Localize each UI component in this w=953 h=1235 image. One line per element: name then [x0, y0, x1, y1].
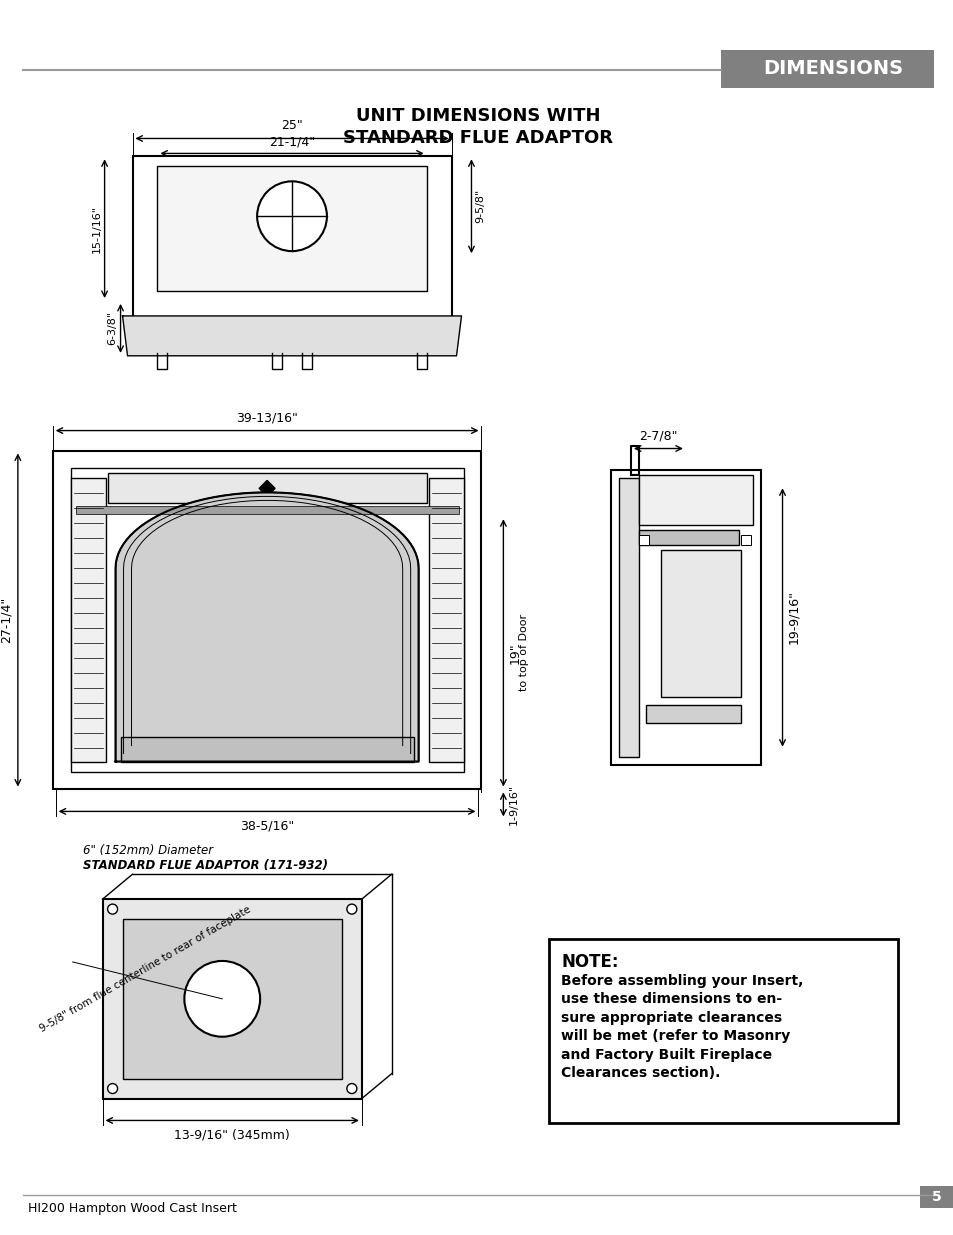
Bar — [120, 736, 414, 762]
FancyBboxPatch shape — [720, 49, 933, 88]
Text: 19-9/16": 19-9/16" — [786, 590, 800, 645]
Bar — [645, 705, 740, 722]
Text: 6-3/8": 6-3/8" — [108, 311, 117, 346]
Circle shape — [347, 1083, 356, 1093]
Bar — [122, 919, 341, 1078]
Bar — [740, 535, 750, 545]
Text: 6" (152mm) Diameter: 6" (152mm) Diameter — [83, 845, 213, 857]
Text: 1-9/16": 1-9/16" — [508, 784, 517, 825]
Circle shape — [108, 1083, 117, 1093]
Text: DIMENSIONS: DIMENSIONS — [762, 59, 902, 78]
Bar — [108, 473, 426, 504]
Bar — [157, 167, 426, 291]
Bar — [52, 451, 481, 789]
Bar — [660, 551, 740, 697]
Text: 15-1/16": 15-1/16" — [91, 205, 102, 253]
Circle shape — [347, 904, 356, 914]
Text: UNIT DIMENSIONS WITH
STANDARD FLUE ADAPTOR: UNIT DIMENSIONS WITH STANDARD FLUE ADAPT… — [343, 106, 613, 147]
Bar — [549, 939, 897, 1124]
Bar — [132, 157, 451, 331]
Text: 25": 25" — [281, 120, 303, 132]
Text: to top of Door: to top of Door — [518, 614, 529, 692]
Text: 9-5/8" from flue centerline to rear of faceplate: 9-5/8" from flue centerline to rear of f… — [38, 904, 253, 1034]
Text: 13-9/16" (345mm): 13-9/16" (345mm) — [174, 1129, 290, 1141]
Bar — [71, 478, 106, 762]
Bar — [103, 899, 361, 1098]
Text: STANDARD FLUE ADAPTOR (171-932): STANDARD FLUE ADAPTOR (171-932) — [83, 860, 327, 872]
Bar — [71, 468, 463, 772]
Text: NOTE:: NOTE: — [560, 953, 618, 971]
Text: 9-5/8": 9-5/8" — [475, 189, 485, 224]
Bar — [611, 471, 760, 764]
Circle shape — [184, 961, 260, 1036]
Text: 39-13/16": 39-13/16" — [236, 411, 297, 425]
Polygon shape — [259, 480, 274, 496]
Text: HI200 Hampton Wood Cast Insert: HI200 Hampton Wood Cast Insert — [28, 1202, 236, 1215]
Bar — [428, 478, 463, 762]
Bar — [618, 478, 639, 757]
Bar — [919, 1187, 953, 1208]
Text: 21-1/4": 21-1/4" — [269, 136, 314, 148]
Polygon shape — [115, 493, 418, 762]
Polygon shape — [122, 316, 461, 356]
Bar — [639, 535, 648, 545]
Text: 19": 19" — [508, 642, 521, 663]
Text: Before assembling your Insert,
use these dimensions to en-
sure appropriate clea: Before assembling your Insert, use these… — [560, 974, 802, 1079]
Text: 2-7/8": 2-7/8" — [639, 430, 677, 442]
Text: 5: 5 — [931, 1191, 941, 1204]
Circle shape — [257, 182, 327, 251]
Bar — [639, 530, 738, 545]
Text: 27-1/4": 27-1/4" — [0, 597, 13, 643]
Text: 38-5/16": 38-5/16" — [240, 819, 294, 832]
Bar — [639, 475, 752, 525]
Bar — [75, 506, 458, 514]
Circle shape — [108, 904, 117, 914]
